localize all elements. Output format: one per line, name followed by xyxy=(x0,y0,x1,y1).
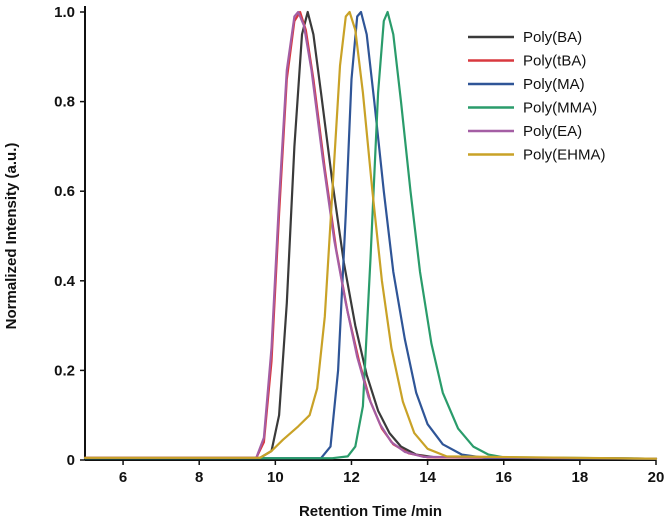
x-tick-label: 14 xyxy=(419,469,436,486)
x-tick-label: 20 xyxy=(648,469,664,486)
x-tick-label: 10 xyxy=(267,469,284,486)
legend-label: Poly(MA) xyxy=(523,76,585,93)
series-line xyxy=(83,10,658,460)
plot-area xyxy=(83,10,658,460)
x-tick-label: 18 xyxy=(572,469,589,486)
x-tick-label: 6 xyxy=(119,469,127,486)
y-axis-title: Normalized Intensity (a.u.) xyxy=(3,143,20,330)
legend-label: Poly(EA) xyxy=(523,123,582,140)
legend: Poly(BA) Poly(tBA) Poly(MA) Poly(MMA) Poly(E… xyxy=(468,29,606,164)
series-line xyxy=(83,10,658,460)
series-line xyxy=(83,10,658,460)
legend-label: Poly(BA) xyxy=(523,29,582,46)
y-tick-label: 0 xyxy=(67,452,75,469)
series-line xyxy=(83,10,658,460)
y-tick-label: 0.8 xyxy=(54,94,75,111)
axes xyxy=(84,6,656,461)
x-tick-label: 12 xyxy=(343,469,360,486)
legend-label: Poly(EHMA) xyxy=(523,147,606,164)
y-tick-label: 0.4 xyxy=(54,273,76,290)
tick-labels: 6 8 10 12 14 16 18 20 0 0.2 0.4 0.6 0.8 1.0 xyxy=(54,4,664,486)
y-tick-label: 0.6 xyxy=(54,183,75,200)
y-tick-label: 0.2 xyxy=(54,362,75,379)
x-tick-label: 16 xyxy=(495,469,512,486)
legend-label: Poly(tBA) xyxy=(523,53,586,70)
x-axis-title: Retention Time /min xyxy=(299,503,442,520)
series-line xyxy=(83,10,658,460)
legend-label: Poly(MMA) xyxy=(523,100,597,117)
y-tick-label: 1.0 xyxy=(54,4,75,21)
x-tick-label: 8 xyxy=(195,469,203,486)
